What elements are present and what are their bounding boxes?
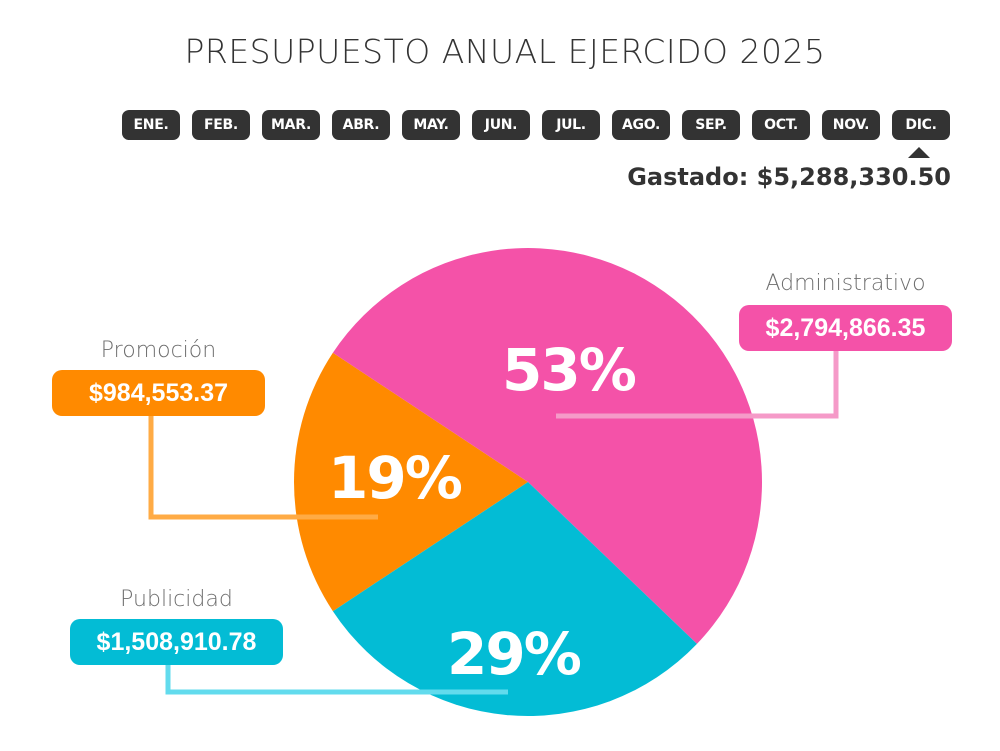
label-administrativo: Administrativo: [765, 271, 926, 296]
month-selector: ENE. FEB. MAR. ABR. MAY. JUN. JUL. AGO. SEP. OCT.…: [0, 110, 1000, 142]
month-tab-nov[interactable]: NOV.: [822, 110, 880, 140]
amount-publicidad: $1,508,910.78: [70, 619, 283, 665]
leader-line-administrativo: [556, 350, 839, 419]
label-publicidad: Publicidad: [120, 587, 233, 612]
leader-line-publicidad: [165, 665, 508, 695]
month-tab-ago[interactable]: AGO.: [612, 110, 670, 140]
month-tab-feb[interactable]: FEB.: [192, 110, 250, 140]
percent-publicidad: 29%: [447, 620, 582, 688]
pie-slice-promocion: [293, 352, 528, 612]
spent-total: Gastado: $5,288,330.50: [627, 163, 951, 191]
month-tab-dic[interactable]: DIC.: [892, 110, 950, 140]
chart-title: PRESUPUESTO ANUAL EJERCIDO 2025: [184, 32, 826, 71]
label-promocion: Promoción: [100, 338, 217, 363]
pie-slice-publicidad: [332, 482, 697, 716]
month-tab-mar[interactable]: MAR.: [262, 110, 320, 140]
pie-slice-administrativo: [332, 248, 762, 644]
month-tab-sep[interactable]: SEP.: [682, 110, 740, 140]
month-tab-may[interactable]: MAY.: [402, 110, 460, 140]
month-tab-abr[interactable]: ABR.: [332, 110, 390, 140]
month-tab-oct[interactable]: OCT.: [752, 110, 810, 140]
selected-month-pointer-icon: [908, 147, 930, 158]
amount-administrativo: $2,794,866.35: [739, 305, 952, 351]
percent-administrativo: 53%: [502, 336, 637, 404]
month-tab-jul[interactable]: JUL.: [542, 110, 600, 140]
month-tab-ene[interactable]: ENE.: [122, 110, 180, 140]
percent-promocion: 19%: [328, 444, 463, 512]
leader-line-promocion: [148, 416, 378, 520]
month-tab-jun[interactable]: JUN.: [472, 110, 530, 140]
amount-promocion: $984,553.37: [52, 370, 265, 416]
